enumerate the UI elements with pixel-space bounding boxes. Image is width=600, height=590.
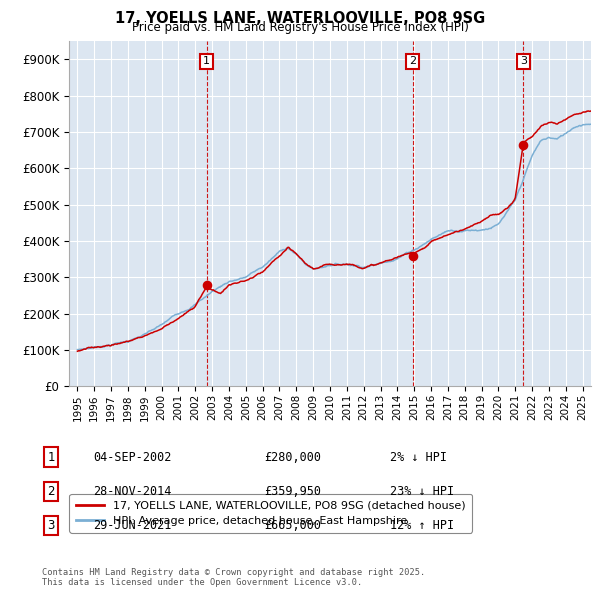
Text: 1: 1 [203,56,210,66]
Text: £280,000: £280,000 [264,451,321,464]
Text: 04-SEP-2002: 04-SEP-2002 [93,451,172,464]
Point [408,251,418,260]
Point [202,280,211,290]
Text: 28-NOV-2014: 28-NOV-2014 [93,485,172,498]
Text: 29-JUN-2021: 29-JUN-2021 [93,519,172,532]
Text: Price paid vs. HM Land Registry's House Price Index (HPI): Price paid vs. HM Land Registry's House … [131,21,469,34]
Text: 23% ↓ HPI: 23% ↓ HPI [390,485,454,498]
Text: 3: 3 [520,56,527,66]
Legend: 17, YOELLS LANE, WATERLOOVILLE, PO8 9SG (detached house), HPI: Average price, de: 17, YOELLS LANE, WATERLOOVILLE, PO8 9SG … [70,494,472,533]
Text: £665,000: £665,000 [264,519,321,532]
Text: 2% ↓ HPI: 2% ↓ HPI [390,451,447,464]
Text: £359,950: £359,950 [264,485,321,498]
Text: 2: 2 [47,485,55,498]
Text: 2: 2 [409,56,416,66]
Text: 1: 1 [47,451,55,464]
Text: 12% ↑ HPI: 12% ↑ HPI [390,519,454,532]
Point [518,140,528,150]
Text: 17, YOELLS LANE, WATERLOOVILLE, PO8 9SG: 17, YOELLS LANE, WATERLOOVILLE, PO8 9SG [115,11,485,25]
Text: Contains HM Land Registry data © Crown copyright and database right 2025.
This d: Contains HM Land Registry data © Crown c… [42,568,425,587]
Text: 3: 3 [47,519,55,532]
